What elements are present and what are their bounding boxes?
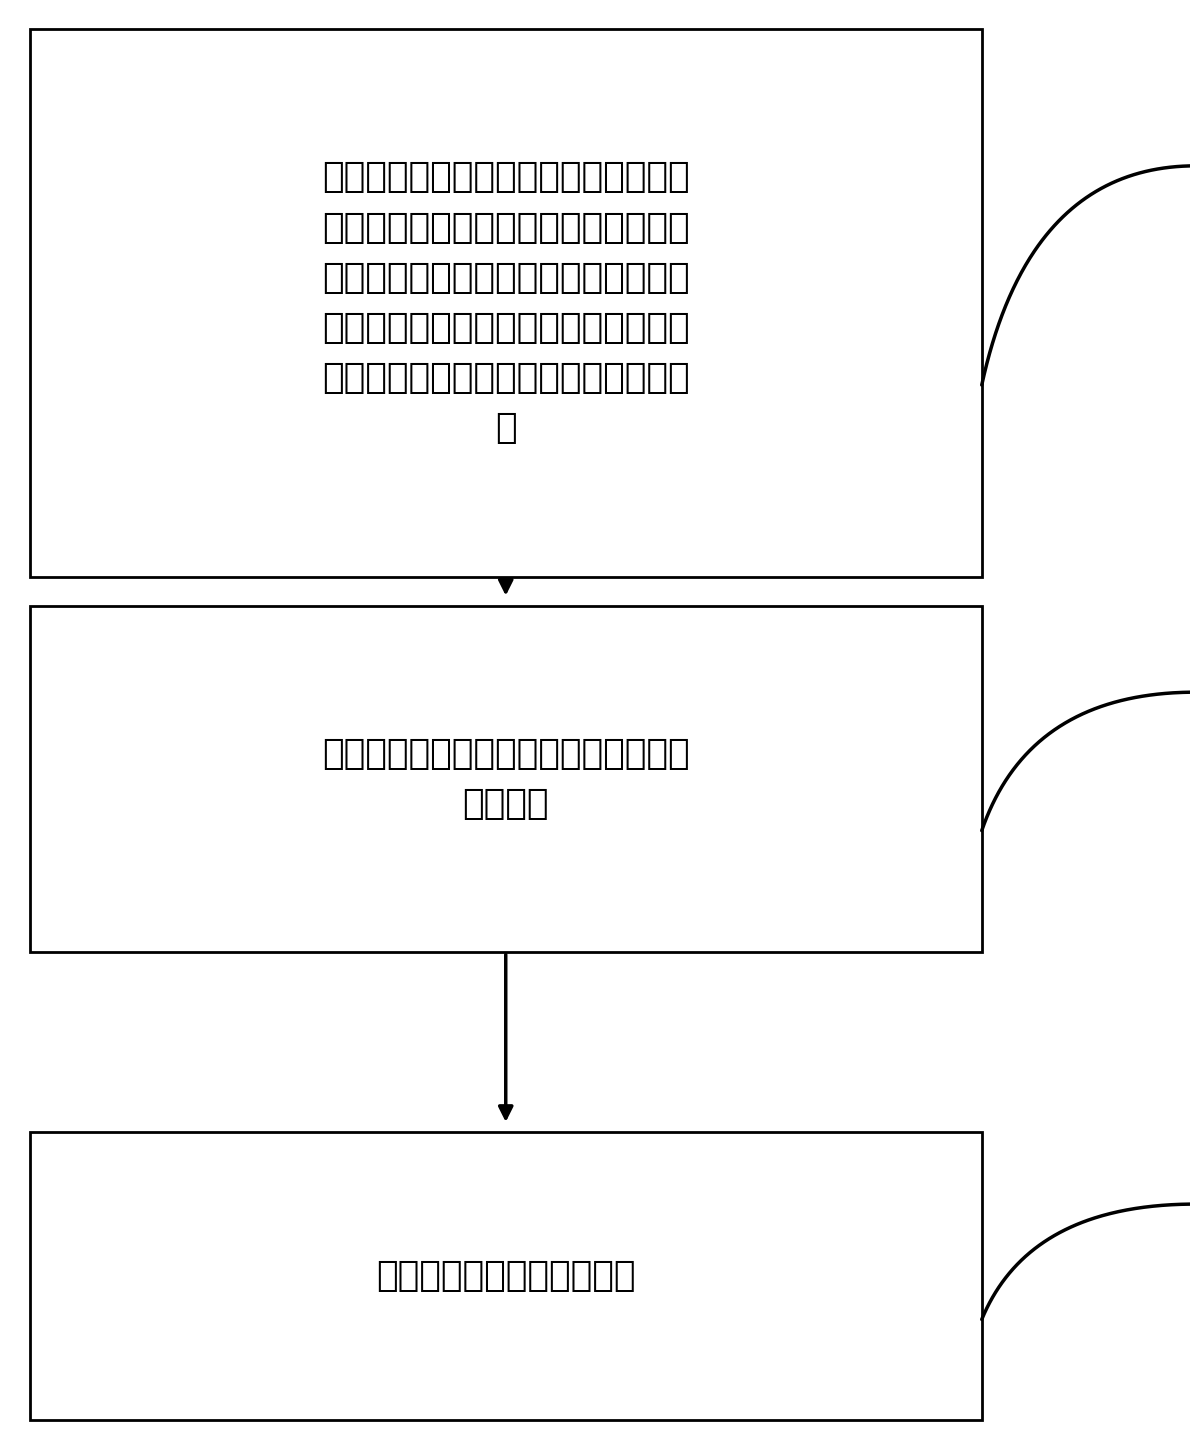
Text: 利用模型确定温度预估策略: 利用模型确定温度预估策略: [376, 1259, 635, 1293]
Bar: [30, 1132, 982, 1420]
Text: 获取显示面板第一样本数据集，第一样
本数据集中包括显示面板在不同时间点
的多个第一样本数据，每个第一样本数
据中包括第一类型数据，第二类型数据
、第三类型数据以: 获取显示面板第一样本数据集，第一样 本数据集中包括显示面板在不同时间点 的多个第…: [322, 160, 689, 446]
Bar: [30, 29, 982, 577]
Bar: [30, 606, 982, 952]
Text: 利用第一样本数据集，模拟得到显示面
板的模型: 利用第一样本数据集，模拟得到显示面 板的模型: [322, 737, 689, 820]
